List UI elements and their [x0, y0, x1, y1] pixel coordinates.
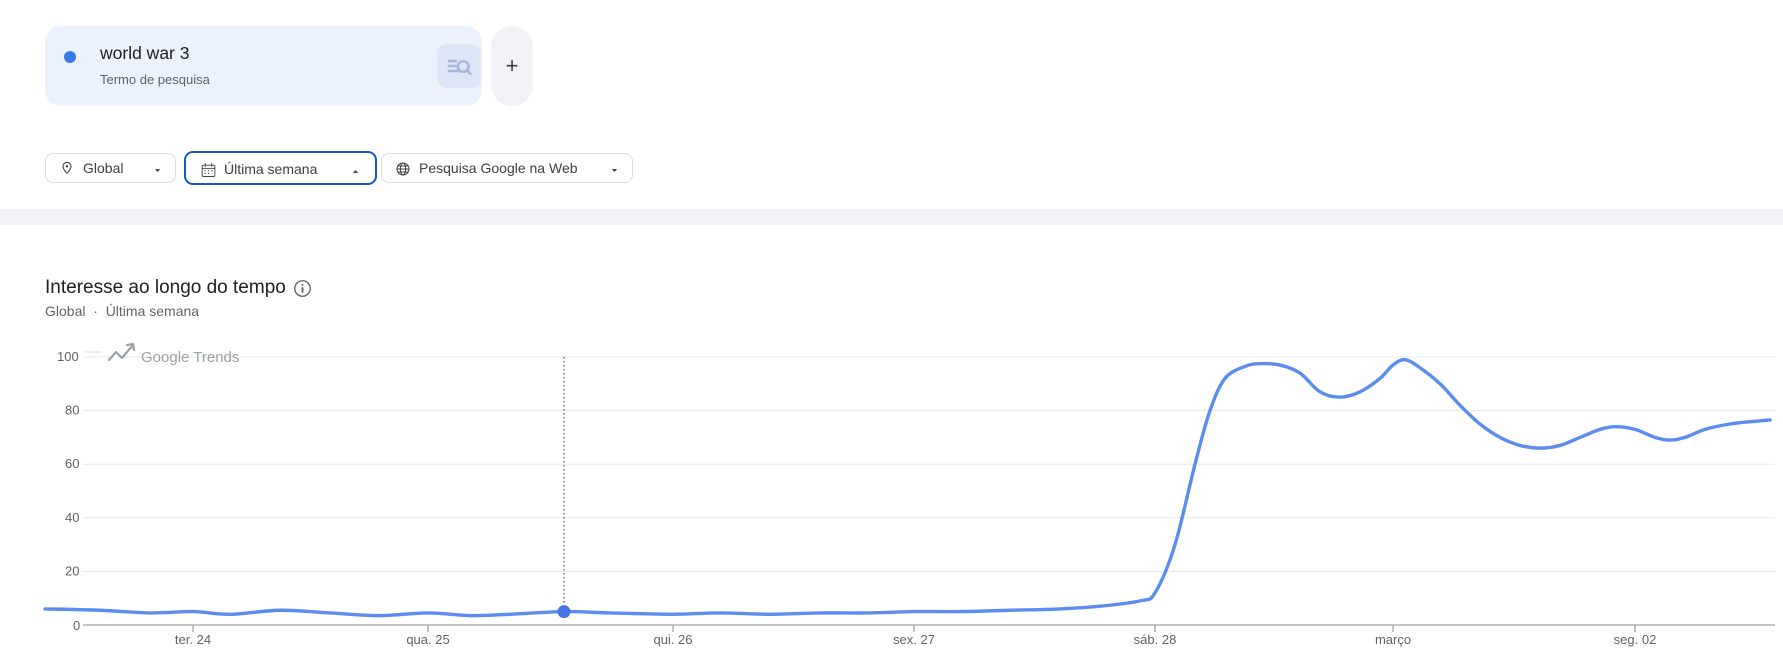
svg-text:20: 20 — [65, 563, 79, 578]
svg-text:60: 60 — [65, 456, 79, 471]
svg-text:100: 100 — [57, 349, 79, 364]
svg-text:80: 80 — [65, 403, 79, 418]
svg-text:0: 0 — [73, 618, 80, 633]
svg-text:Google Trends: Google Trends — [141, 349, 239, 366]
svg-text:40: 40 — [65, 510, 79, 525]
